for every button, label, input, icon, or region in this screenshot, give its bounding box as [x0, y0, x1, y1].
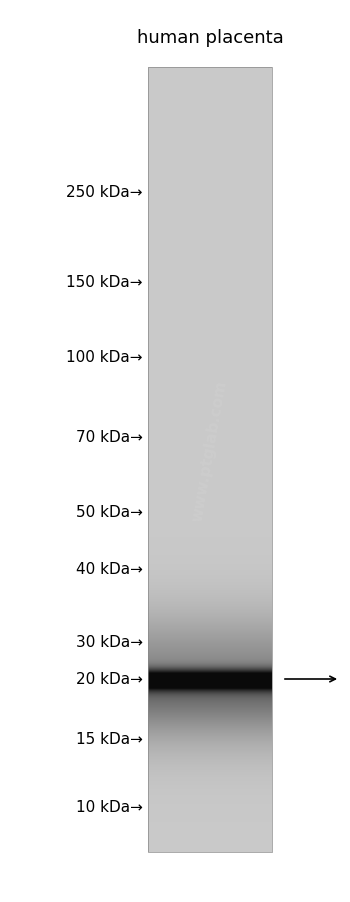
Text: human placenta: human placenta	[136, 29, 284, 47]
Text: 100 kDa→: 100 kDa→	[66, 350, 143, 365]
Text: 30 kDa→: 30 kDa→	[76, 635, 143, 649]
Bar	[148, 68, 272, 852]
Text: www.ptglab.com: www.ptglab.com	[190, 379, 230, 523]
Text: 10 kDa→: 10 kDa→	[76, 799, 143, 815]
Text: 20 kDa→: 20 kDa→	[76, 672, 143, 686]
Text: 150 kDa→: 150 kDa→	[66, 275, 143, 290]
Text: 70 kDa→: 70 kDa→	[76, 430, 143, 445]
Text: 250 kDa→: 250 kDa→	[66, 185, 143, 200]
Text: 40 kDa→: 40 kDa→	[76, 562, 143, 577]
Text: 50 kDa→: 50 kDa→	[76, 505, 143, 520]
Text: 15 kDa→: 15 kDa→	[76, 732, 143, 747]
